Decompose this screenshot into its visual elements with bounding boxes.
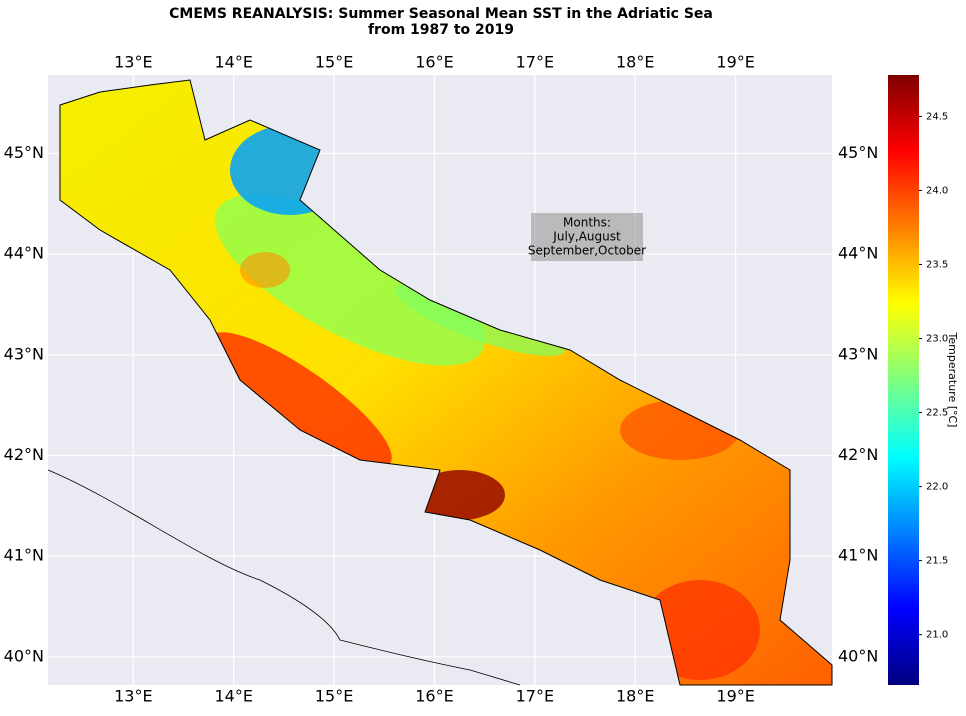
y-tick-label: 45°N bbox=[838, 143, 878, 162]
x-tick-label: 15°E bbox=[315, 53, 353, 72]
x-tick-label: 15°E bbox=[315, 687, 353, 706]
x-tick-label: 17°E bbox=[516, 53, 554, 72]
y-tick-label: 44°N bbox=[4, 244, 44, 263]
colorbar-tick-label: 21.0 bbox=[926, 630, 948, 641]
y-tick-label: 43°N bbox=[4, 344, 44, 363]
y-tick-label: 40°N bbox=[4, 646, 44, 665]
y-tick-label: 44°N bbox=[838, 244, 878, 263]
colorbar bbox=[888, 75, 919, 685]
x-tick-label: 19°E bbox=[716, 687, 754, 706]
colorbar-label: Temperature [°C] bbox=[946, 332, 959, 428]
x-tick-label: 18°E bbox=[616, 53, 654, 72]
y-tick-label: 42°N bbox=[838, 445, 878, 464]
x-tick-label: 16°E bbox=[415, 53, 453, 72]
y-tick-label: 45°N bbox=[4, 143, 44, 162]
x-tick-label: 13°E bbox=[114, 53, 152, 72]
annotation-box bbox=[531, 213, 643, 261]
colorbar-tick-label: 23.5 bbox=[926, 260, 948, 271]
land-border bbox=[47, 469, 521, 686]
y-tick-label: 43°N bbox=[838, 344, 878, 363]
annotation: July,August bbox=[552, 230, 621, 244]
y-tick-label: 42°N bbox=[4, 445, 44, 464]
x-tick-label: 14°E bbox=[214, 687, 252, 706]
annotation: Months: bbox=[563, 216, 611, 230]
x-tick-label: 14°E bbox=[214, 53, 252, 72]
colorbar-tick-label: 22.5 bbox=[926, 408, 948, 419]
x-tick-label: 18°E bbox=[616, 687, 654, 706]
colorbar-tick-label: 23.0 bbox=[926, 334, 948, 345]
colorbar-tick-label: 22.0 bbox=[926, 482, 948, 493]
colorbar-tick-label: 21.5 bbox=[926, 556, 948, 567]
x-tick-label: 17°E bbox=[516, 687, 554, 706]
title: from 1987 to 2019 bbox=[368, 22, 514, 38]
y-tick-label: 41°N bbox=[838, 546, 878, 565]
x-tick-label: 13°E bbox=[114, 687, 152, 706]
x-tick-label: 19°E bbox=[716, 53, 754, 72]
y-tick-label: 40°N bbox=[838, 646, 878, 665]
colorbar-tick-label: 24.0 bbox=[926, 185, 948, 196]
colorbar-tick-label: 24.5 bbox=[926, 111, 948, 122]
annotation: September,October bbox=[528, 244, 646, 258]
y-tick-label: 41°N bbox=[4, 546, 44, 565]
x-tick-label: 16°E bbox=[415, 687, 453, 706]
title: CMEMS REANALYSIS: Summer Seasonal Mean S… bbox=[169, 6, 713, 22]
